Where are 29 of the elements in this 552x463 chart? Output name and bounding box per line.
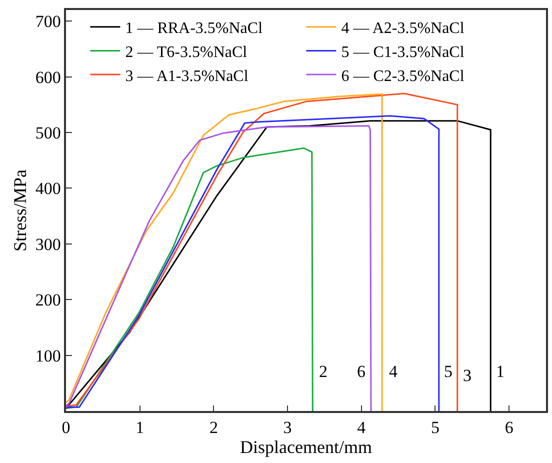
annotation: 6 xyxy=(357,362,366,381)
y-tick-label: 200 xyxy=(35,290,61,310)
x-tick-label: 3 xyxy=(283,418,292,438)
x-tick-label: 5 xyxy=(430,418,440,438)
x-tick-label: 2 xyxy=(209,418,218,438)
annotation: 4 xyxy=(389,362,398,381)
y-tick-label: 400 xyxy=(35,179,61,198)
annotation: 2 xyxy=(319,362,328,381)
x-tick-label: 1 xyxy=(136,418,144,438)
y-axis-title: Stress/MPa xyxy=(10,169,30,252)
x-tick-label: 6 xyxy=(504,418,514,438)
legend-label: 2 — T6-3.5%NaCl xyxy=(125,44,248,61)
legend-label: 6 — C2-3.5%NaCl xyxy=(341,68,465,85)
legend-label: 3 — A1-3.5%NaCl xyxy=(125,68,249,85)
annotation: 3 xyxy=(463,366,472,385)
x-tick-label: 0 xyxy=(62,418,70,438)
legend-label: 5 — C1-3.5%NaCl xyxy=(341,44,465,61)
x-axis-title: Displacement/mm xyxy=(240,437,372,458)
y-tick-label: 100 xyxy=(35,346,61,366)
annotation: 1 xyxy=(496,362,504,381)
annotation: 5 xyxy=(444,362,452,381)
x-tick-label: 4 xyxy=(357,418,366,438)
legend-label: 4 — A2-3.5%NaCl xyxy=(341,20,465,38)
y-tick-label: 300 xyxy=(35,234,61,254)
y-tick-label: 600 xyxy=(35,68,61,87)
line-series xyxy=(66,147,314,411)
legend-label: 1 — RRA-3.5%NaCl xyxy=(125,20,264,38)
y-tick-label: 700 xyxy=(35,12,61,32)
y-tick-label: 500 xyxy=(35,123,61,142)
